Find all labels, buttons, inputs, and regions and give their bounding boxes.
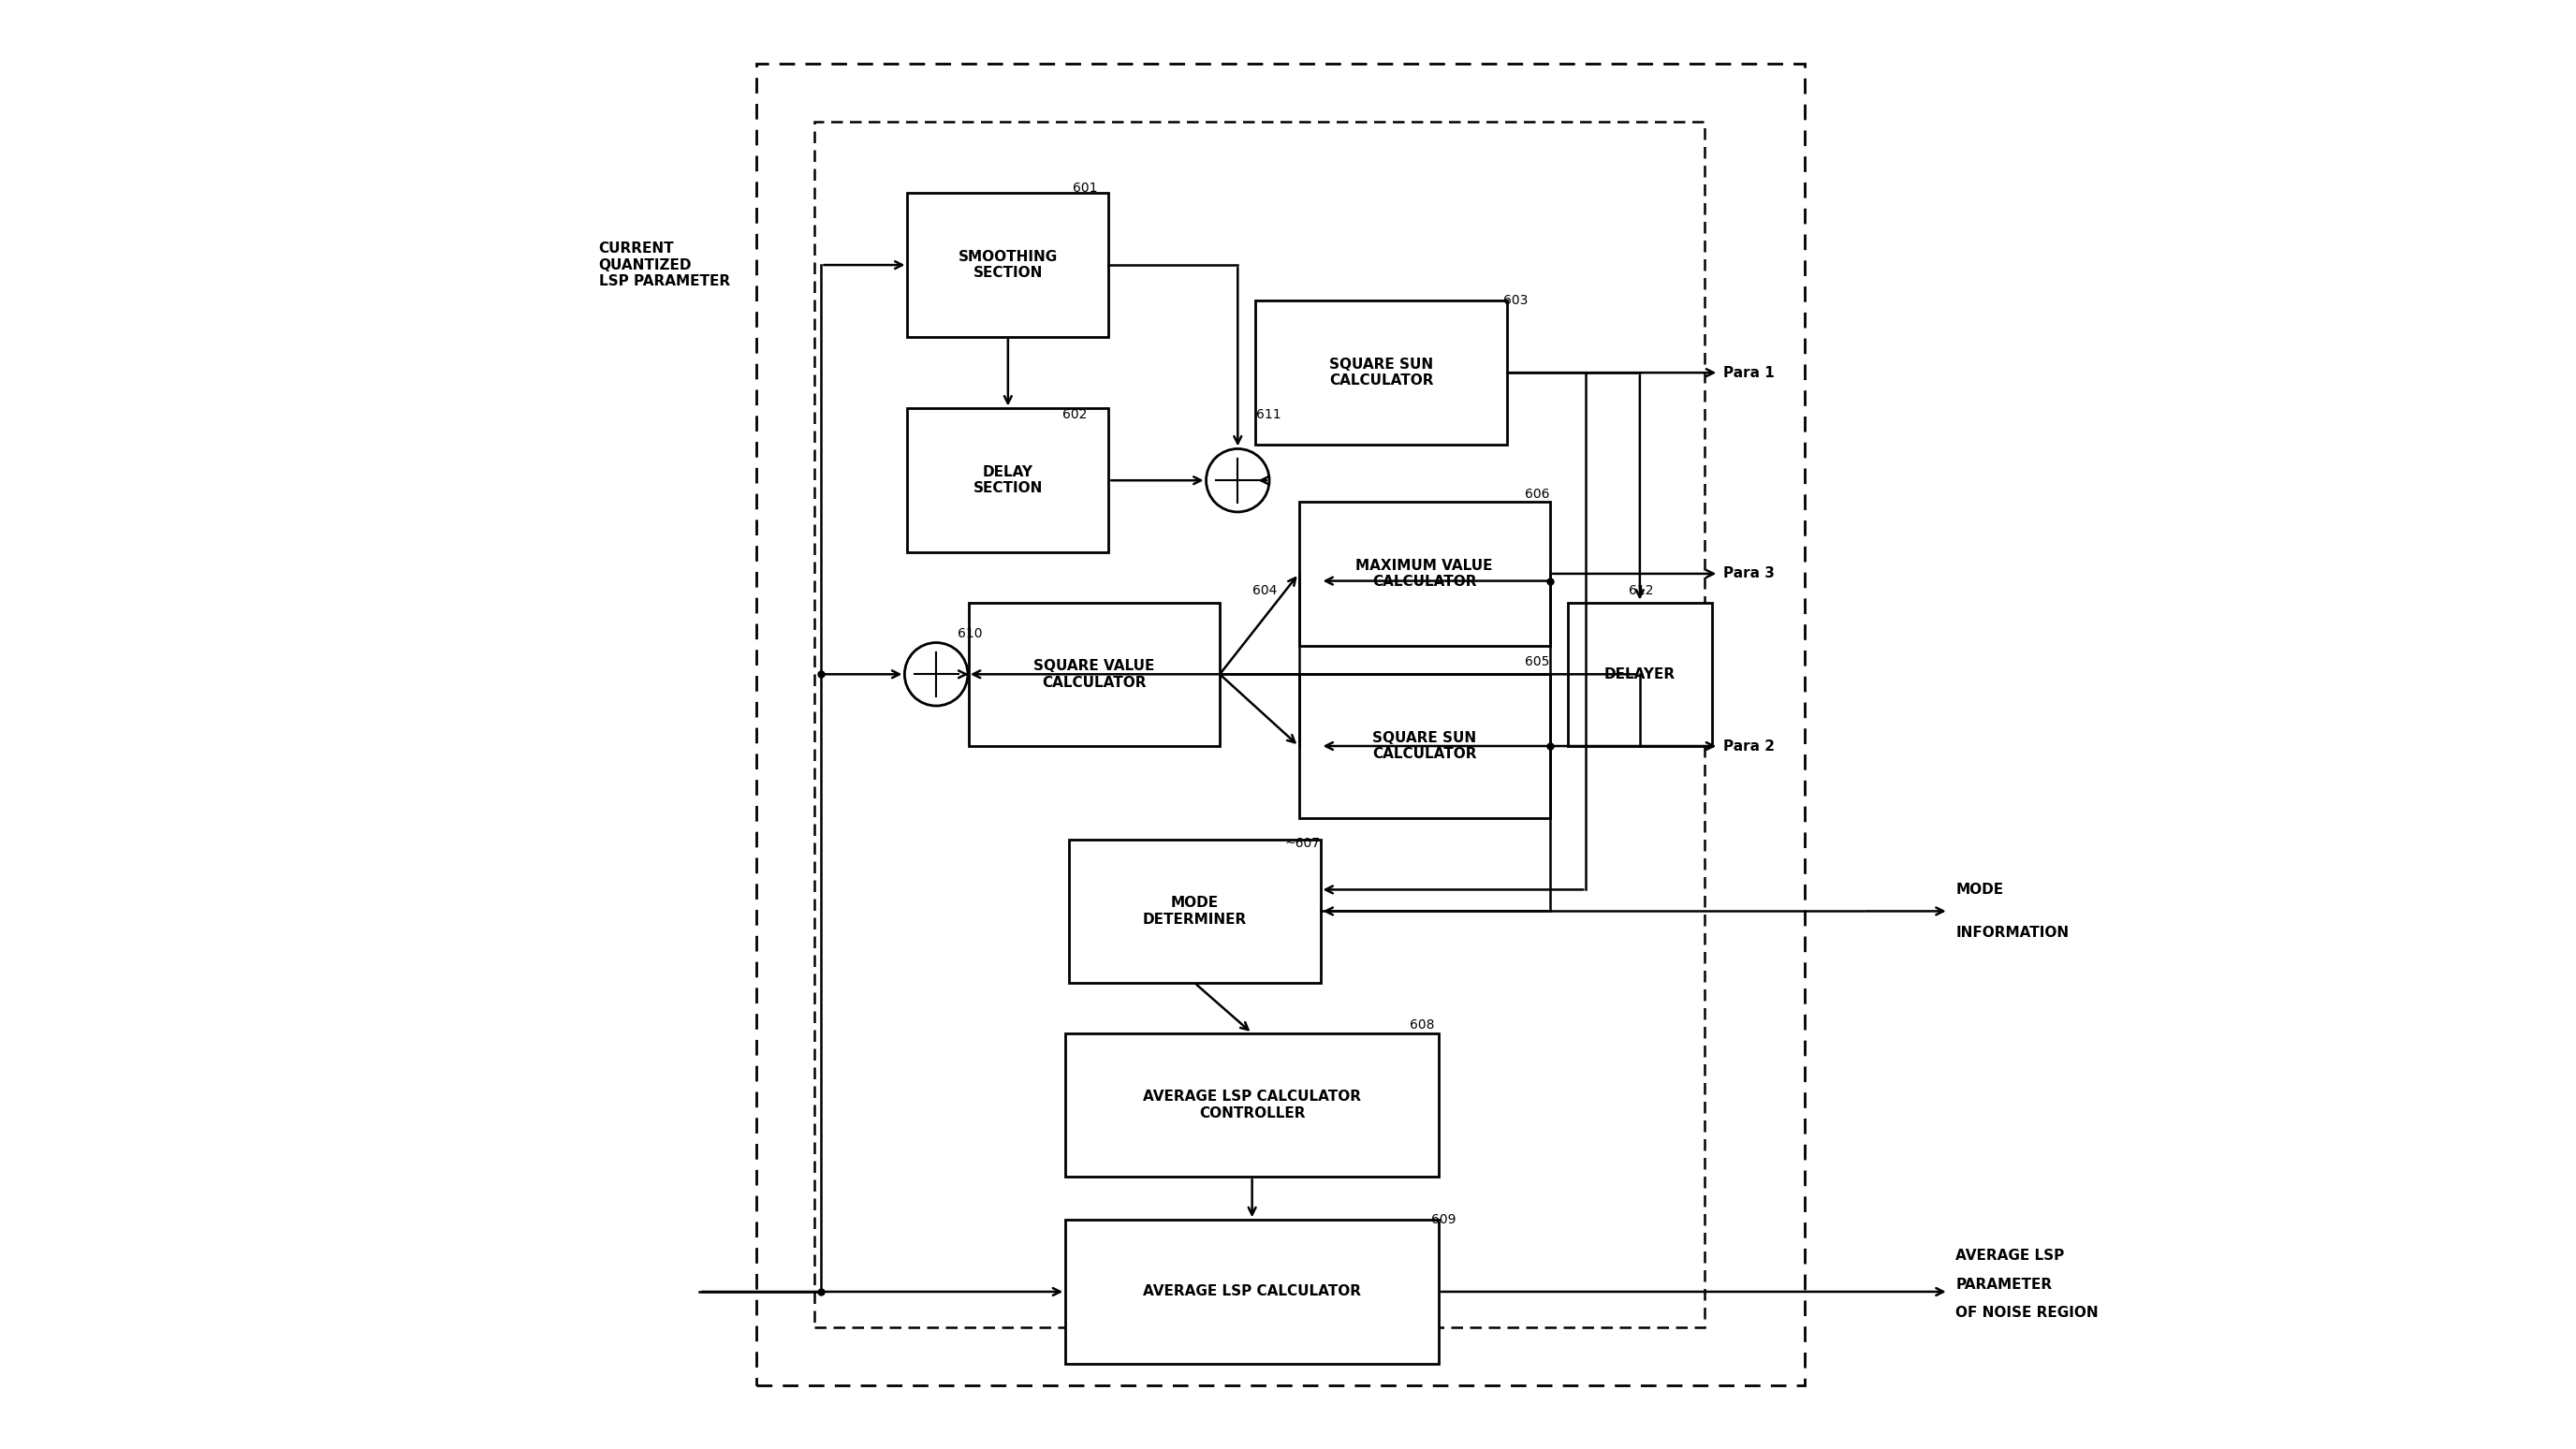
- Text: SQUARE VALUE
CALCULATOR: SQUARE VALUE CALCULATOR: [1033, 659, 1154, 690]
- FancyBboxPatch shape: [1066, 1033, 1440, 1177]
- Text: 603: 603: [1504, 294, 1528, 307]
- Text: AVERAGE LSP CALCULATOR
CONTROLLER: AVERAGE LSP CALCULATOR CONTROLLER: [1144, 1090, 1360, 1120]
- FancyBboxPatch shape: [1298, 501, 1551, 645]
- Text: 602: 602: [1061, 409, 1087, 422]
- Text: Para 3: Para 3: [1723, 567, 1775, 581]
- Text: 606: 606: [1525, 487, 1551, 501]
- Text: 601: 601: [1072, 181, 1097, 194]
- Text: AVERAGE LSP: AVERAGE LSP: [1955, 1249, 2063, 1264]
- FancyBboxPatch shape: [1066, 1220, 1440, 1364]
- Text: PARAMETER: PARAMETER: [1955, 1278, 2053, 1291]
- Text: ~607: ~607: [1285, 836, 1321, 849]
- FancyBboxPatch shape: [1255, 301, 1507, 445]
- Text: 605: 605: [1525, 655, 1551, 668]
- FancyBboxPatch shape: [814, 122, 1705, 1327]
- Text: 608: 608: [1409, 1019, 1435, 1032]
- Text: AVERAGE LSP CALCULATOR: AVERAGE LSP CALCULATOR: [1144, 1285, 1360, 1298]
- Text: SMOOTHING
SECTION: SMOOTHING SECTION: [958, 249, 1059, 280]
- FancyBboxPatch shape: [907, 193, 1108, 336]
- Text: 612: 612: [1628, 584, 1654, 597]
- Text: DELAY
SECTION: DELAY SECTION: [974, 465, 1043, 496]
- Text: SQUARE SUN
CALCULATOR: SQUARE SUN CALCULATOR: [1373, 730, 1476, 761]
- FancyBboxPatch shape: [1298, 674, 1551, 817]
- Text: 610: 610: [958, 627, 981, 640]
- Text: MAXIMUM VALUE
CALCULATOR: MAXIMUM VALUE CALCULATOR: [1355, 558, 1494, 588]
- Text: 604: 604: [1252, 584, 1278, 597]
- Text: INFORMATION: INFORMATION: [1955, 926, 2069, 940]
- Text: 611: 611: [1257, 409, 1280, 422]
- Text: MODE: MODE: [1955, 882, 2004, 897]
- FancyBboxPatch shape: [1069, 839, 1321, 982]
- Text: Para 2: Para 2: [1723, 739, 1775, 753]
- FancyBboxPatch shape: [969, 603, 1221, 746]
- Text: MODE
DETERMINER: MODE DETERMINER: [1144, 895, 1247, 926]
- Text: SQUARE SUN
CALCULATOR: SQUARE SUN CALCULATOR: [1329, 358, 1432, 388]
- Text: 609: 609: [1432, 1213, 1455, 1226]
- FancyBboxPatch shape: [757, 64, 1806, 1385]
- Text: Para 1: Para 1: [1723, 365, 1775, 380]
- FancyBboxPatch shape: [907, 409, 1108, 552]
- Text: CURRENT
QUANTIZED
LSP PARAMETER: CURRENT QUANTIZED LSP PARAMETER: [598, 242, 729, 288]
- Text: DELAYER: DELAYER: [1605, 667, 1674, 681]
- FancyBboxPatch shape: [1569, 603, 1710, 746]
- Text: OF NOISE REGION: OF NOISE REGION: [1955, 1306, 2099, 1320]
